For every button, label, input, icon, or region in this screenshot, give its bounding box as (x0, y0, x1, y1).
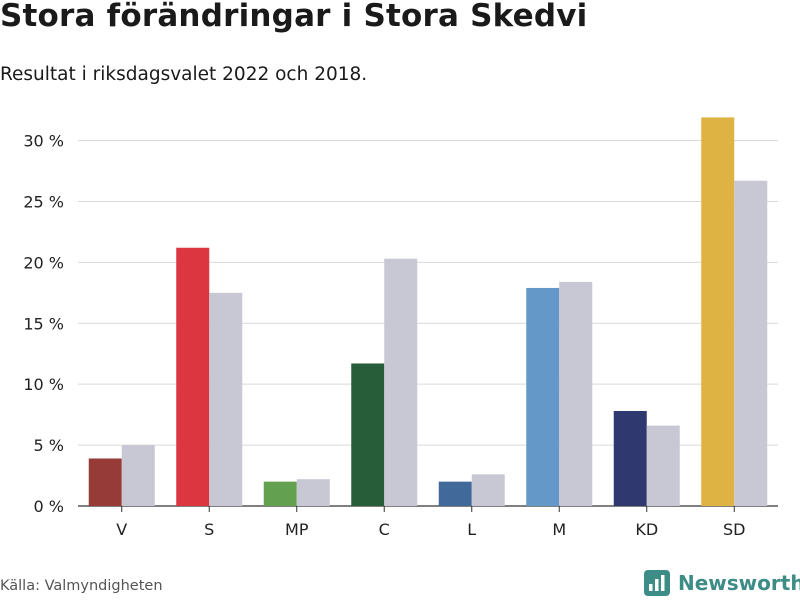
x-tick-label: KD (635, 520, 658, 539)
bar-2022-v[interactable] (88, 458, 122, 506)
y-tick-label: 10 % (23, 375, 64, 394)
bar-2018-m[interactable] (559, 281, 593, 506)
y-tick-label: 15 % (23, 314, 64, 333)
bar-2018-mp[interactable] (296, 479, 330, 506)
x-axis-ticks: V S MP C L M KD SD (116, 506, 745, 539)
bar-2018-l[interactable] (471, 474, 505, 506)
bar-2022-m[interactable] (526, 287, 560, 506)
brand-name: Newsworthy (678, 571, 800, 595)
x-tick-label: C (379, 520, 390, 539)
brand-logo[interactable]: Newsworthy (644, 568, 800, 598)
bar-2018-v[interactable] (121, 445, 155, 506)
y-tick-label: 5 % (34, 436, 64, 455)
x-tick-label: V (116, 520, 127, 539)
bars (88, 117, 768, 507)
bar-2022-c[interactable] (351, 363, 385, 506)
x-tick-label: L (467, 520, 476, 539)
bar-2022-kd[interactable] (613, 410, 647, 506)
chart-subtitle: Resultat i riksdagsvalet 2022 och 2018. (0, 64, 368, 85)
bar-2022-l[interactable] (438, 481, 472, 506)
y-tick-label: 0 % (34, 497, 64, 516)
bar-2018-kd[interactable] (646, 425, 680, 506)
x-tick-label: SD (723, 520, 745, 539)
bar-2018-s[interactable] (209, 292, 243, 506)
bar-2018-sd[interactable] (734, 180, 768, 506)
newsworthy-logo-icon (644, 570, 670, 596)
bar-2022-s[interactable] (176, 247, 210, 506)
bar-2018-c[interactable] (384, 258, 418, 506)
source-note: Källa: Valmyndigheten (0, 578, 163, 594)
y-axis-ticks: 0 % 5 % 10 % 15 % 20 % 25 % 30 % (23, 132, 64, 516)
bar-2022-mp[interactable] (263, 481, 297, 506)
y-tick-label: 20 % (23, 253, 64, 272)
y-tick-label: 25 % (23, 192, 64, 211)
x-tick-label: MP (285, 520, 309, 539)
chart-title: Stora förändringar i Stora Skedvi (0, 0, 588, 34)
bar-2022-sd[interactable] (701, 117, 735, 507)
y-tick-label: 30 % (23, 132, 64, 151)
x-tick-label: S (204, 520, 214, 539)
x-tick-label: M (552, 520, 566, 539)
